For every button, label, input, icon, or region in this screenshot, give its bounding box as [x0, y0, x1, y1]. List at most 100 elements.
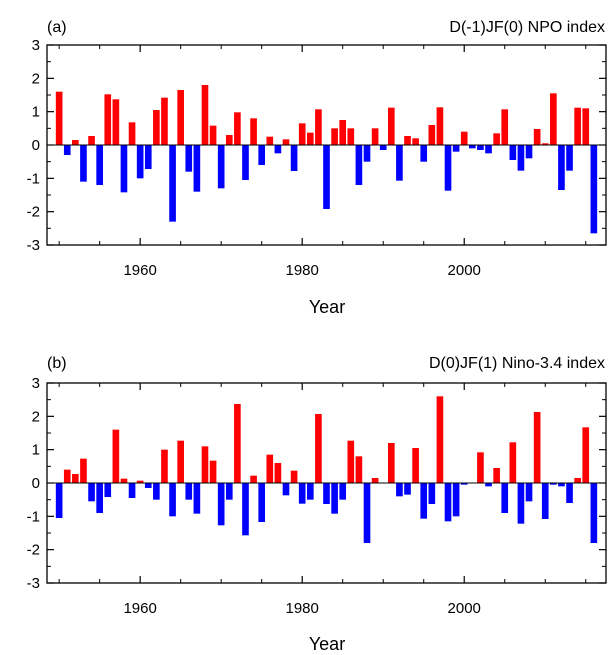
bar [371, 478, 379, 483]
bar [136, 145, 144, 179]
bar [331, 483, 338, 514]
bar [266, 136, 274, 145]
bar [306, 132, 314, 145]
bar [298, 483, 306, 504]
bar [404, 483, 411, 495]
bar [282, 483, 290, 496]
bar [501, 109, 509, 145]
bar [315, 109, 322, 145]
panel-b: (b) D(0)JF(1) Nino-3.4 index -3-2-10123 … [27, 355, 607, 654]
bar [590, 483, 598, 543]
bar [477, 145, 484, 150]
bar [363, 483, 371, 543]
x-tick-label: 2000 [448, 600, 481, 617]
bar [120, 145, 128, 193]
y-tick-label: 1 [32, 104, 40, 121]
bar [525, 483, 533, 502]
bar [396, 483, 403, 497]
bar [209, 125, 217, 145]
bar [217, 483, 225, 526]
bar [436, 107, 444, 145]
bar [63, 145, 71, 155]
x-tick-label: 1980 [286, 600, 319, 617]
x-tick-label: 1960 [123, 262, 156, 279]
bar [315, 414, 322, 483]
chart-title: D(-1)JF(0) NPO index [449, 19, 605, 36]
bar [298, 123, 306, 145]
bar [493, 133, 500, 145]
bar [112, 99, 120, 145]
bar [306, 483, 314, 500]
bar [290, 145, 298, 171]
bar [72, 140, 79, 145]
bar [225, 135, 233, 145]
bar [185, 145, 193, 172]
bar [574, 107, 581, 145]
bar [282, 139, 290, 145]
bar [185, 483, 193, 500]
bar [566, 483, 573, 503]
bar [136, 480, 144, 483]
bar [63, 469, 71, 483]
bar [412, 138, 419, 145]
bar [460, 131, 468, 145]
bar [541, 483, 549, 519]
bar [242, 483, 249, 536]
bar [509, 442, 517, 483]
y-tick-label: 1 [32, 442, 40, 459]
bar [525, 145, 533, 159]
bar [550, 483, 557, 485]
bar [363, 145, 371, 162]
bar [582, 427, 590, 483]
bar [169, 145, 176, 222]
bar-series [55, 396, 598, 543]
y-tick-label: 3 [32, 375, 40, 392]
bar [452, 483, 460, 517]
bar [485, 145, 492, 154]
bar [55, 483, 63, 518]
bar [290, 470, 298, 483]
bar [161, 97, 168, 145]
bar [460, 483, 468, 485]
bar [201, 85, 209, 145]
bar [469, 145, 476, 149]
x-axis: 1960 1980 2000 [58, 45, 587, 279]
bar [590, 145, 598, 234]
y-axis: -3 -2 -1 0 1 2 3 [27, 37, 606, 254]
bar [339, 483, 347, 500]
y-tick-label: -2 [27, 204, 40, 221]
chart-title: D(0)JF(1) Nino-3.4 index [429, 355, 605, 372]
bar [217, 145, 225, 189]
bar [509, 145, 517, 160]
bar [387, 107, 395, 145]
bar [533, 412, 541, 483]
y-tick-label: -3 [27, 575, 40, 592]
bar [339, 120, 347, 145]
bar [428, 125, 436, 145]
bar [331, 128, 338, 145]
bar [88, 136, 95, 145]
bar [201, 446, 209, 483]
bar [144, 483, 152, 488]
y-tick-label: 3 [32, 37, 40, 54]
bar [193, 483, 201, 514]
bar [574, 478, 581, 483]
bar [558, 145, 565, 190]
bar [533, 129, 541, 145]
bar [582, 108, 590, 145]
bar [161, 449, 168, 483]
bar [128, 122, 136, 145]
bar [242, 145, 249, 180]
bar [274, 463, 282, 483]
bar [55, 91, 63, 145]
bar [193, 145, 201, 192]
y-tick-label: 2 [32, 408, 40, 425]
bar [355, 145, 363, 185]
panel-a: (a) D(-1)JF(0) NPO index -3 -2 -1 0 1 2 3 1960… [27, 19, 607, 317]
bar [225, 483, 233, 500]
bar [250, 475, 257, 483]
panel-label: (a) [47, 19, 67, 36]
bar [550, 93, 557, 145]
y-tick-label: -1 [27, 508, 40, 525]
